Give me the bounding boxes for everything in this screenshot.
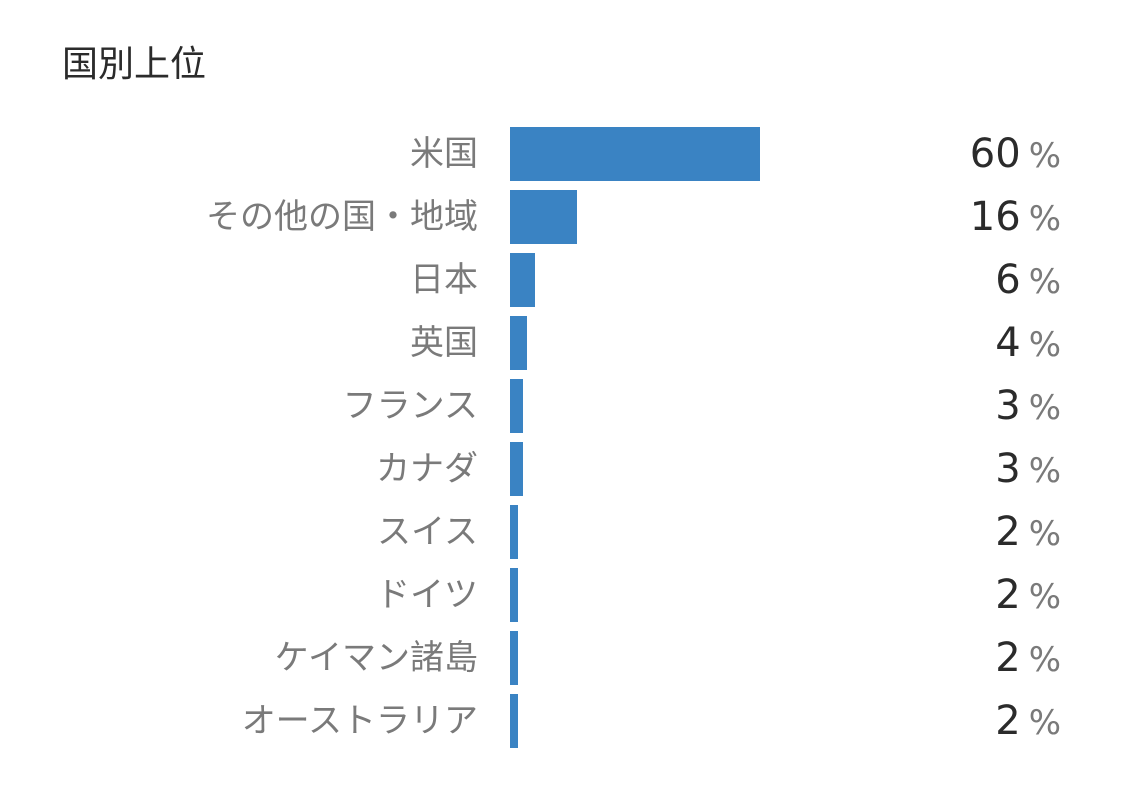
bar-track [510, 127, 925, 181]
category-label: 日本 [410, 260, 478, 300]
bar [510, 127, 760, 181]
percent-sign: % [1028, 199, 1061, 239]
bar [510, 190, 577, 244]
value-number: 16 [969, 194, 1021, 240]
bar-row: フランス 3% [0, 379, 1125, 442]
value-label: 3% [995, 379, 1061, 433]
category-label: フランス [342, 386, 478, 426]
percent-sign: % [1028, 136, 1061, 176]
percent-sign: % [1028, 703, 1061, 743]
bar-track [510, 631, 925, 685]
value-number: 2 [995, 509, 1021, 555]
bar-row: その他の国・地域 16% [0, 190, 1125, 253]
category-label: ケイマン諸島 [274, 638, 478, 678]
category-label: 米国 [410, 134, 478, 174]
bar [510, 568, 518, 622]
value-number: 6 [995, 257, 1021, 303]
bar-row: カナダ 3% [0, 442, 1125, 505]
value-number: 60 [969, 131, 1021, 177]
percent-sign: % [1028, 577, 1061, 617]
bar-track [510, 568, 925, 622]
value-number: 2 [995, 572, 1021, 618]
value-label: 4% [995, 316, 1061, 370]
value-label: 3% [995, 442, 1061, 496]
bar-track [510, 316, 925, 370]
bar [510, 631, 518, 685]
bar-track [510, 442, 925, 496]
bar-row: ケイマン諸島 2% [0, 631, 1125, 694]
value-label: 60% [970, 127, 1061, 181]
bar-row: 日本 6% [0, 253, 1125, 316]
bar [510, 505, 518, 559]
value-label: 16% [970, 190, 1061, 244]
bar-row: 英国 4% [0, 316, 1125, 379]
category-label: 英国 [410, 323, 478, 363]
category-label: ドイツ [376, 575, 478, 615]
value-label: 2% [995, 505, 1061, 559]
value-label: 2% [995, 694, 1061, 748]
chart-title: 国別上位 [62, 44, 207, 85]
category-label: その他の国・地域 [206, 197, 478, 237]
bar-track [510, 253, 925, 307]
value-label: 2% [995, 568, 1061, 622]
bar [510, 379, 523, 433]
bar [510, 253, 535, 307]
bar-track [510, 505, 925, 559]
percent-sign: % [1028, 514, 1061, 554]
percent-sign: % [1028, 451, 1061, 491]
value-number: 3 [995, 446, 1021, 492]
bar-row: オーストラリア 2% [0, 694, 1125, 757]
bar [510, 694, 518, 748]
category-label: カナダ [376, 449, 478, 489]
category-label: オーストラリア [241, 701, 478, 741]
value-label: 2% [995, 631, 1061, 685]
percent-sign: % [1028, 640, 1061, 680]
value-number: 2 [995, 698, 1021, 744]
bar-track [510, 379, 925, 433]
percent-sign: % [1028, 388, 1061, 428]
percent-sign: % [1028, 325, 1061, 365]
bar-row: ドイツ 2% [0, 568, 1125, 631]
value-label: 6% [995, 253, 1061, 307]
bar-track [510, 694, 925, 748]
percent-sign: % [1028, 262, 1061, 302]
value-number: 2 [995, 635, 1021, 681]
bar [510, 442, 523, 496]
value-number: 4 [995, 320, 1021, 366]
bar [510, 316, 527, 370]
category-label: スイス [377, 512, 478, 552]
bar-track [510, 190, 925, 244]
value-number: 3 [995, 383, 1021, 429]
bar-row: 米国 60% [0, 127, 1125, 190]
bar-row: スイス 2% [0, 505, 1125, 568]
